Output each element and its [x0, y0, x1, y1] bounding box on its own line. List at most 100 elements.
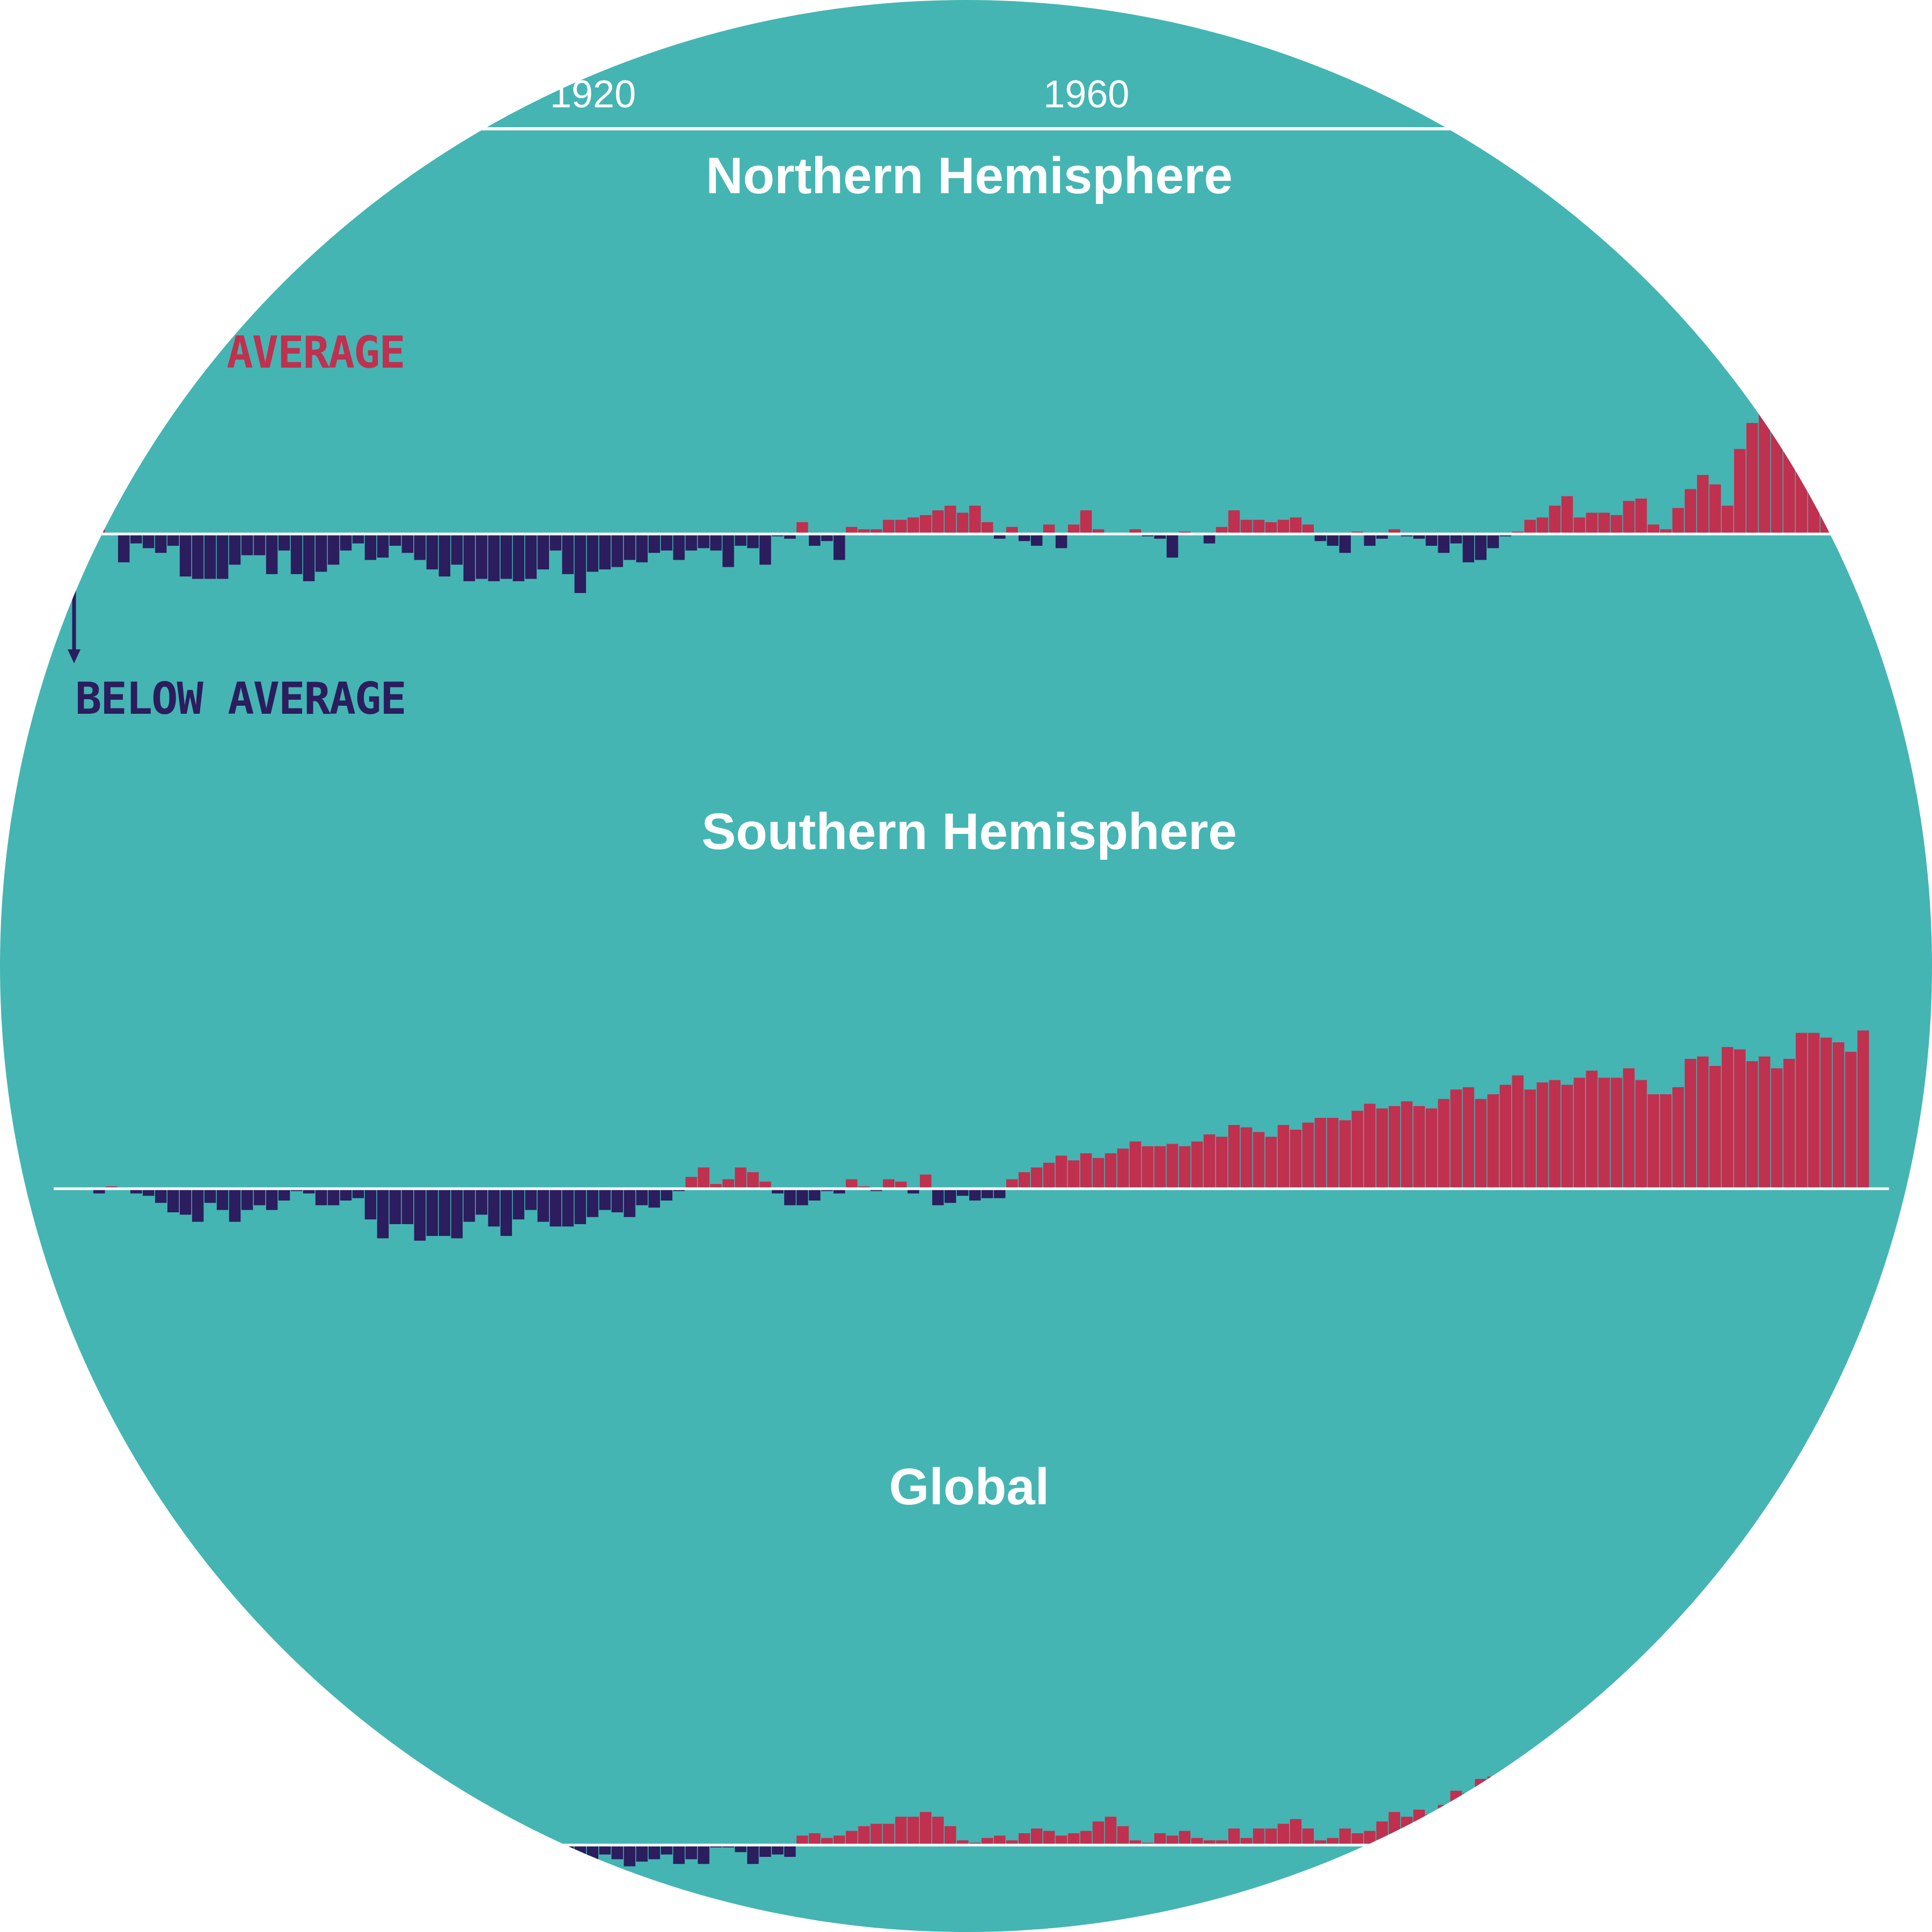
bar-below-average — [1376, 534, 1388, 539]
bar-above-average — [1722, 506, 1733, 534]
bar-below-average — [315, 1189, 327, 1205]
legend-above-label: ABOVE AVERAGE — [74, 327, 405, 378]
bar-below-average — [241, 1845, 253, 1876]
bar-below-average — [759, 534, 771, 565]
bar-below-average — [500, 1845, 513, 1871]
bar-below-average — [377, 534, 389, 558]
bar-above-average — [1611, 515, 1622, 534]
bar-above-average — [1092, 529, 1104, 534]
bar-below-average — [327, 1845, 340, 1862]
bar-below-average — [192, 534, 204, 579]
bar-below-average — [414, 1845, 426, 1876]
bar-above-average — [1586, 513, 1598, 534]
bar-below-average — [216, 534, 229, 579]
bar-above-average — [895, 1181, 907, 1189]
bar-below-average — [266, 1189, 278, 1210]
bar-below-average — [389, 1189, 401, 1224]
bar-above-average — [1549, 506, 1561, 534]
bar-above-average — [1722, 1047, 1733, 1189]
bar-above-average — [1685, 1059, 1696, 1189]
bar-above-average — [1759, 401, 1770, 534]
bar-below-average — [463, 534, 475, 581]
bar-below-average — [303, 1189, 315, 1194]
bar-above-average — [1561, 496, 1573, 534]
bar-below-average — [303, 534, 315, 581]
bar-above-average — [1203, 1840, 1216, 1845]
bar-above-average — [1771, 390, 1783, 534]
bar-above-average — [1660, 529, 1672, 534]
bar-above-average — [821, 1838, 833, 1845]
bar-above-average — [883, 1179, 895, 1189]
bar-below-average — [253, 534, 266, 555]
bar-above-average — [1216, 1137, 1228, 1189]
bar-below-average — [648, 1845, 660, 1860]
bar-below-average — [833, 534, 845, 560]
bar-above-average — [1216, 1840, 1228, 1845]
bar-below-average — [327, 1189, 340, 1205]
bar-above-average — [1438, 1099, 1450, 1189]
bar-above-average — [1388, 1106, 1401, 1189]
bar-above-average — [858, 1826, 870, 1845]
bar-above-average — [1845, 1051, 1857, 1189]
bar-above-average — [747, 1172, 759, 1189]
bar-above-average — [1574, 517, 1585, 534]
bar-below-average — [685, 534, 697, 551]
bar-below-average — [1314, 534, 1327, 541]
bar-below-average — [130, 534, 142, 544]
bar-below-average — [438, 1189, 451, 1236]
bar-above-average — [1635, 1080, 1647, 1189]
legend-arrow-head-icon — [68, 649, 80, 663]
bar-above-average — [1351, 1833, 1364, 1845]
bar-below-average — [155, 1189, 167, 1203]
bar-above-average — [1808, 1033, 1820, 1189]
bar-below-average — [513, 534, 525, 581]
bar-below-average — [1339, 534, 1351, 553]
bar-above-average — [1512, 1075, 1524, 1189]
bar-above-average — [1290, 1819, 1302, 1845]
bar-above-average — [1549, 1080, 1561, 1189]
bar-above-average — [1302, 524, 1314, 534]
bar-below-average — [809, 534, 821, 546]
bar-below-average — [204, 1845, 216, 1862]
panel-title: Southern Hemisphere — [701, 803, 1237, 860]
bar-above-average — [1648, 1719, 1659, 1845]
bar-below-average — [562, 1845, 574, 1871]
bar-above-average — [1302, 1828, 1314, 1845]
bar-above-average — [1401, 1817, 1413, 1845]
bar-above-average — [908, 1817, 919, 1845]
bar-above-average — [1179, 1831, 1191, 1845]
bar-below-average — [389, 534, 401, 546]
bar-above-average — [1129, 1141, 1141, 1189]
bar-below-average — [809, 1189, 821, 1201]
bar-below-average — [216, 1189, 229, 1210]
bar-below-average — [661, 534, 672, 551]
bar-below-average — [93, 1189, 105, 1194]
bar-below-average — [377, 1845, 389, 1878]
bar-below-average — [500, 534, 513, 579]
bar-above-average — [1820, 1037, 1832, 1189]
bar-below-average — [673, 1845, 685, 1864]
bar-above-average — [1783, 1059, 1795, 1189]
bar-above-average — [1117, 1148, 1129, 1189]
bar-above-average — [698, 1167, 709, 1189]
bar-above-average — [982, 1838, 993, 1845]
bar-above-average — [1783, 373, 1795, 534]
bar-above-average — [1808, 1604, 1820, 1845]
bar-below-average — [167, 534, 179, 546]
bar-below-average — [599, 534, 611, 569]
bar-below-average — [735, 1845, 747, 1853]
bar-above-average — [1191, 1838, 1203, 1845]
bar-above-average — [969, 506, 981, 534]
bar-below-average — [821, 534, 833, 541]
bar-below-average — [562, 1189, 574, 1227]
bar-below-average — [401, 1189, 414, 1224]
bar-below-average — [142, 1845, 155, 1874]
bar-above-average — [1290, 517, 1302, 534]
bar-above-average — [1351, 1110, 1364, 1189]
bar-above-average — [1154, 1833, 1166, 1845]
bar-above-average — [1277, 1824, 1290, 1845]
bar-above-average — [1265, 1137, 1277, 1189]
bar-below-average — [611, 534, 623, 567]
bar-above-average — [1487, 1776, 1499, 1845]
